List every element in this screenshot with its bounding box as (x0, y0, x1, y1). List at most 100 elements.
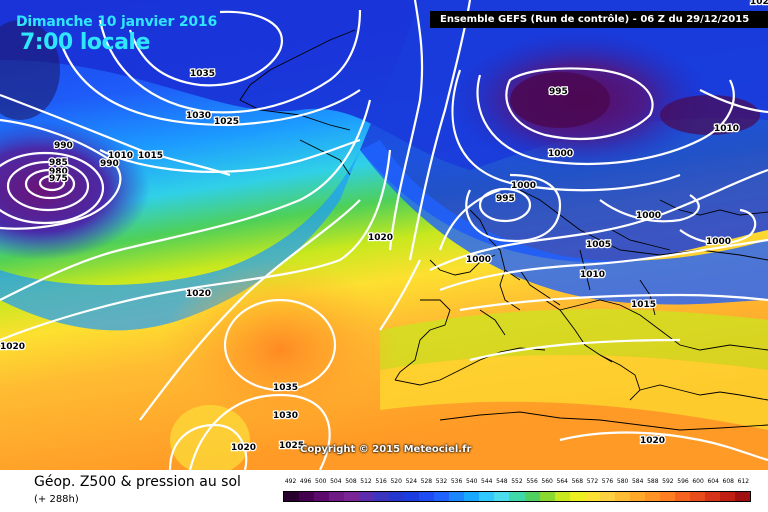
scale-value: 560 (541, 478, 553, 485)
legend-footer: Géop. Z500 & pression au sol (+ 288h) 49… (0, 470, 768, 512)
scale-swatch (689, 492, 705, 501)
scale-value: 584 (631, 478, 644, 485)
scale-swatch (584, 492, 600, 501)
run-info-banner: Ensemble GEFS (Run de contrôle) - 06 Z d… (430, 11, 768, 28)
scale-value: 576 (601, 478, 614, 485)
scale-value: 544 (481, 478, 493, 485)
isobar-label: 975 (49, 174, 68, 184)
scale-value: 556 (526, 478, 538, 485)
isobar-label: 1035 (273, 383, 298, 393)
scale-value: 532 (435, 478, 448, 485)
scale-swatch (434, 492, 450, 501)
scale-value: 596 (677, 478, 689, 485)
isobar-label: 1010 (580, 270, 605, 280)
isobar-label: 1020 (0, 342, 25, 352)
scale-value: 564 (556, 478, 568, 485)
isobar-label: 1020 (231, 443, 256, 453)
scale-swatch (374, 492, 390, 501)
isobar-label: 1010 (714, 124, 739, 134)
isobars (0, 0, 768, 470)
scale-swatch (284, 492, 300, 501)
scale-swatch (404, 492, 420, 501)
isobar-label: 1015 (631, 300, 656, 310)
isobar-label: 1010 (108, 151, 133, 161)
isobar-label: 1000 (511, 181, 536, 191)
scale-value: 536 (450, 478, 463, 485)
scale-value: 604 (707, 478, 719, 485)
scale-swatch (629, 492, 645, 501)
scale-value: 608 (722, 478, 734, 485)
weather-map: 1035 1030 1025 990 985 980 975 1010 990 … (0, 0, 768, 470)
scale-swatch (734, 492, 750, 501)
isobar-label: 990 (54, 141, 73, 151)
isobar-label: 1035 (190, 69, 215, 79)
scale-value: 572 (586, 478, 599, 485)
scale-swatch (569, 492, 585, 501)
isobar-label: 1000 (636, 211, 661, 221)
scale-value: 540 (465, 478, 478, 485)
scale-swatch (539, 492, 555, 501)
scale-swatch (524, 492, 540, 501)
isobar-labels: 1035 1030 1025 990 985 980 975 1010 990 … (0, 0, 768, 454)
scale-value: 528 (420, 478, 433, 485)
isobar-label: 1000 (706, 237, 731, 247)
scale-value: 612 (737, 478, 750, 485)
scale-value: 500 (315, 478, 327, 485)
scale-swatch (359, 492, 375, 501)
scale-value: 548 (496, 478, 508, 485)
color-scale-bar (283, 491, 751, 502)
isobar-label: 1030 (273, 411, 298, 421)
scale-value: 600 (692, 478, 704, 485)
scale-swatch (479, 492, 495, 501)
scale-swatch (599, 492, 615, 501)
scale-swatch (314, 492, 330, 501)
scale-value: 588 (647, 478, 659, 485)
scale-value: 516 (375, 478, 387, 485)
scale-value: 508 (345, 478, 357, 485)
isobar-label: 1020 (186, 289, 211, 299)
scale-value: 524 (405, 478, 418, 485)
scale-swatch (614, 492, 630, 501)
scale-swatch (389, 492, 405, 501)
scale-swatch (329, 492, 345, 501)
isobar-label: 985 (49, 158, 68, 168)
isobar-label: 995 (496, 194, 515, 204)
copyright-notice: Copyright © 2015 Meteociel.fr (300, 444, 472, 455)
scale-swatch (509, 492, 525, 501)
color-scale-labels: 492 496 500 504 508 512 516 520 524 528 532 536 540 5… (283, 478, 751, 490)
isobar-label: 1015 (138, 151, 163, 161)
isobar-label: 1025 (750, 0, 768, 7)
scale-swatch (299, 492, 315, 501)
scale-value: 520 (390, 478, 402, 485)
scale-value: 496 (299, 478, 312, 485)
legend-title: Géop. Z500 & pression au sol (34, 474, 241, 490)
scale-value: 552 (511, 478, 523, 485)
isobar-label: 980 (49, 167, 68, 177)
isobar-label: 1000 (548, 149, 573, 159)
isobar-label: 1025 (214, 117, 239, 127)
scale-value: 580 (616, 478, 629, 485)
scale-swatch (419, 492, 435, 501)
land-outlines (239, 29, 768, 431)
isobar-label: 1020 (640, 436, 665, 446)
isobar-label: 1025 (279, 441, 304, 451)
scale-value: 568 (571, 478, 584, 485)
scale-value: 504 (330, 478, 342, 485)
isobar-label: 1030 (186, 111, 211, 121)
scale-value: 592 (662, 478, 674, 485)
scale-swatch (344, 492, 360, 501)
forecast-hours: (+ 288h) (34, 494, 79, 505)
scale-swatch (464, 492, 480, 501)
scale-value: 512 (360, 478, 372, 485)
scale-swatch (644, 492, 660, 501)
scale-swatch (674, 492, 690, 501)
isobar-label: 1000 (466, 255, 491, 265)
scale-swatch (554, 492, 570, 501)
scale-value: 492 (284, 478, 297, 485)
isobar-label: 995 (549, 87, 568, 97)
scale-swatch (449, 492, 465, 501)
scale-swatch (704, 492, 720, 501)
isobar-label: 1020 (368, 233, 393, 243)
forecast-time: 7:00 locale (20, 30, 150, 55)
scale-swatch (659, 492, 675, 501)
